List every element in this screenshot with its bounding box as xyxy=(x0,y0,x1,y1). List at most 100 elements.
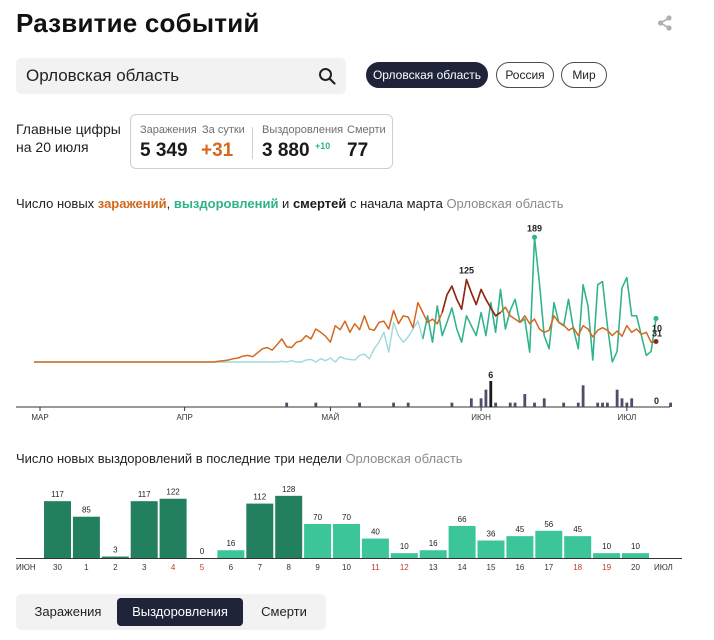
x-tick-label: АПР xyxy=(176,413,192,422)
deaths-last-label: 0 xyxy=(654,396,659,406)
bar-value-label: 45 xyxy=(515,525,524,534)
recovery-bar xyxy=(564,536,592,558)
recovered-value: 3 880 xyxy=(262,140,310,161)
recovery-bar xyxy=(72,516,100,558)
day-label: 4 xyxy=(171,563,176,572)
bar-value-label: 112 xyxy=(253,493,266,502)
day-label: 2 xyxy=(113,563,118,572)
death-bar xyxy=(508,402,512,407)
bar-value-label: 45 xyxy=(573,525,582,534)
deaths-caption: Смерти xyxy=(347,124,386,136)
infections-peak-label: 125 xyxy=(459,266,474,276)
recoveries-recent-line xyxy=(422,236,657,363)
bar-value-label: 10 xyxy=(400,542,409,551)
death-bar xyxy=(581,385,585,407)
search-input[interactable]: Орловская область xyxy=(26,66,180,85)
bar-value-label: 0 xyxy=(200,547,205,556)
day-label: 5 xyxy=(200,563,205,572)
bar-value-label: 128 xyxy=(282,485,296,494)
chart1-title: Число новых заражений, выздоровлений и с… xyxy=(16,196,564,211)
region-chip-russia[interactable]: Россия xyxy=(496,62,554,88)
infections-caption: Заражения xyxy=(140,124,197,136)
death-bar xyxy=(596,402,600,407)
infections-peak-line xyxy=(441,278,501,317)
month-start-label: ИЮН xyxy=(16,563,36,572)
death-bar xyxy=(358,402,361,407)
metric-tabs: Заражения Выздоровления Смерти xyxy=(16,594,326,630)
recovered-delta: +10 xyxy=(315,141,331,151)
chart2-title: Число новых выздоровлений в последние тр… xyxy=(16,451,463,466)
recovery-bar xyxy=(593,553,621,558)
tab-infections[interactable]: Заражения xyxy=(34,604,102,619)
day-label: 19 xyxy=(602,563,611,572)
share-icon[interactable] xyxy=(656,14,674,32)
infections-series-line xyxy=(34,278,657,363)
death-bar xyxy=(406,402,410,407)
recovery-bar xyxy=(535,530,563,558)
x-tick-label: ИЮЛ xyxy=(617,413,636,422)
region-search[interactable]: Орловская область xyxy=(16,58,346,94)
recovery-bar xyxy=(361,538,389,558)
day-label: 6 xyxy=(229,563,234,572)
recovered-caption: Выздоровления xyxy=(262,124,344,136)
death-bar xyxy=(630,398,634,407)
day-label: 20 xyxy=(631,563,640,572)
recovery-bar xyxy=(130,501,158,558)
summary-label: Главные цифры на 20 июля xyxy=(16,120,126,156)
bar-value-label: 85 xyxy=(82,506,91,515)
bar-value-label: 40 xyxy=(371,528,380,537)
death-bar xyxy=(601,402,604,407)
day-label: 16 xyxy=(515,563,524,572)
bar-value-label: 16 xyxy=(226,539,235,548)
recoveries-peak-dot xyxy=(532,234,538,240)
death-bar xyxy=(489,381,493,407)
bar-value-label: 117 xyxy=(51,490,64,499)
recovery-bar xyxy=(390,553,418,558)
infections-last-label: 31 xyxy=(652,329,662,339)
recoveries-last-label: 10 xyxy=(652,323,662,333)
tab-deaths[interactable]: Смерти xyxy=(261,604,307,619)
month-end-label: ИЮЛ xyxy=(654,563,673,572)
page-title: Развитие событий xyxy=(16,8,260,38)
bar-value-label: 10 xyxy=(602,542,611,551)
day-label: 18 xyxy=(573,563,582,572)
bar-value-label: 117 xyxy=(138,490,151,499)
infections-last-dot xyxy=(653,339,659,345)
death-bar xyxy=(615,389,619,407)
tab-recoveries[interactable]: Выздоровления xyxy=(117,598,243,626)
day-label: 13 xyxy=(429,563,438,572)
day-label: 7 xyxy=(258,563,263,572)
recovery-bar xyxy=(333,524,360,558)
recovery-bar xyxy=(101,556,129,558)
recovery-bar xyxy=(506,536,534,558)
death-bar xyxy=(484,389,488,407)
day-label: 30 xyxy=(53,563,62,572)
death-bar xyxy=(494,402,498,407)
recovery-bar xyxy=(304,524,332,558)
region-chip-orel[interactable]: Орловская область xyxy=(366,62,488,88)
death-bar xyxy=(314,402,318,407)
search-icon[interactable] xyxy=(318,67,336,85)
recoveries-peak-label: 189 xyxy=(527,223,542,233)
death-bar xyxy=(542,398,546,407)
recovery-bar xyxy=(246,503,274,558)
recovery-bar xyxy=(419,550,447,558)
death-bar xyxy=(285,402,289,407)
death-bar xyxy=(562,402,566,407)
death-bar xyxy=(450,402,454,407)
bar-value-label: 3 xyxy=(113,546,118,555)
region-chip-world[interactable]: Мир xyxy=(561,62,607,88)
recoveries-series-line xyxy=(34,236,657,363)
bar-value-label: 70 xyxy=(342,513,351,522)
deaths-value: 77 xyxy=(347,140,369,161)
day-label: 10 xyxy=(342,563,351,572)
bar-value-label: 56 xyxy=(544,520,553,529)
day-label: 17 xyxy=(544,563,553,572)
death-bar xyxy=(392,402,395,407)
death-bar xyxy=(576,402,580,407)
per-day-caption: За сутки xyxy=(202,124,245,136)
bar-value-label: 70 xyxy=(313,513,322,522)
day-label: 11 xyxy=(371,563,380,572)
bar-value-label: 36 xyxy=(487,530,496,539)
